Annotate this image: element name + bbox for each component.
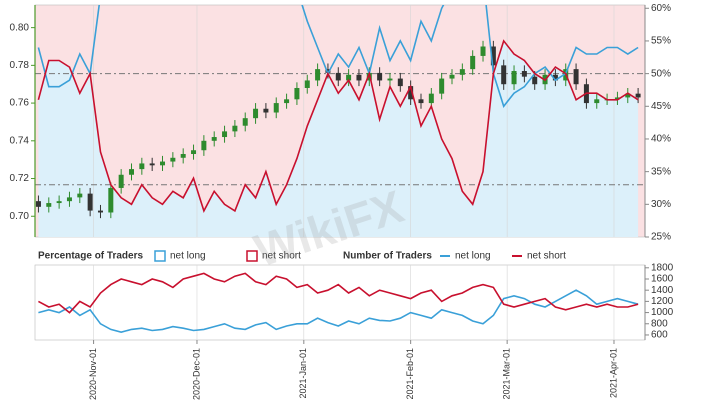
candle-body [408,86,414,100]
y2-tick-label: 1400 [651,285,674,296]
candle-body [594,99,600,104]
candle-body [66,197,72,202]
candle-body [315,69,321,81]
candle-body [77,193,83,198]
candle-body [294,87,300,100]
legend-swatch [154,250,166,262]
candle-body [201,140,207,151]
candle-body [490,46,496,66]
candle-body [532,76,538,85]
candle-body [139,163,145,170]
y-tick-label: 0.74 [10,135,30,146]
top-panel [35,5,645,237]
y-tick-label: 0.70 [10,211,30,222]
candle-body [470,55,476,70]
candle-body [387,78,393,81]
y2-tick-label: 35% [651,166,671,177]
candle-body [439,78,445,94]
y2-tick-label: 1800 [651,262,674,273]
candle-body [191,150,197,155]
candle-body [346,74,352,81]
candle-body [242,118,248,126]
candle-body [160,161,166,166]
axes: 0.70 0.72 0.74 0.76 0.78 0.80 25% 30% 35% 40% 45% 5… [10,3,674,400]
y2-tick-label: 60% [651,3,671,14]
x-tick-label: 2021-Mar-01 [502,348,512,400]
y-tick-label: 0.80 [10,22,30,33]
candle-body [635,93,641,98]
short-area [38,40,639,237]
series-line [37,39,639,213]
y2-tick-label: 45% [651,101,671,112]
y2-tick-label: 30% [651,199,671,210]
candle-body [418,99,424,104]
candle-body [180,154,186,158]
y-tick-label: 0.72 [10,173,30,184]
legend-label: net short [527,251,566,262]
candle-body [87,193,93,211]
x-tick-label: 2020-Nov-01 [88,348,98,400]
candle-body [459,69,465,75]
legend-label: net long [170,251,206,262]
bottom-panel [38,265,639,340]
candle-body [325,69,331,73]
candle-body [356,74,362,81]
candle-body [273,103,279,113]
y2-tick-label: 1200 [651,296,674,307]
y2-tick-label: 55% [651,36,671,47]
legend-title: Percentage of Traders [38,251,143,262]
y2-tick-label: 1000 [651,307,674,318]
candle-body [97,210,103,213]
candle-body [222,131,228,138]
candle-body [397,78,403,87]
candle-body [56,201,62,204]
candle-body [46,203,52,207]
candle-body [521,71,527,77]
candle-body [335,72,341,81]
y2-tick-label: 800 [651,318,668,329]
y-tick-label: 0.76 [10,98,30,109]
candle-body [232,125,238,132]
x-tick-label: 2021-Jan-01 [298,348,308,399]
legend-label: net long [455,251,491,262]
candle-body [552,74,558,81]
candle-body [377,72,383,81]
candle-body [118,174,124,188]
candle-body [263,108,269,113]
candle-body [149,163,155,166]
candle-body [128,169,134,175]
candle-body [35,201,41,207]
candle-body [480,46,486,56]
x-tick-label: 2021-Apr-01 [608,348,618,398]
y2-tick-label: 40% [651,134,671,145]
legend-title: Number of Traders [343,251,432,262]
candle-body [211,137,217,141]
series-line [38,272,639,314]
candle-body [428,93,434,104]
candle-body [108,187,114,213]
y2-tick-label: 600 [651,330,668,341]
candle-body [511,71,517,85]
candle-body [614,97,620,100]
y2-tick-label: 1600 [651,274,674,285]
y2-tick-label: 50% [651,68,671,79]
plot-background [34,264,646,341]
candle-body [284,99,290,104]
candle-body [573,69,579,85]
x-tick-label: 2020-Dec-01 [191,348,201,400]
candle-body [501,65,507,85]
legend-label: net short [262,251,301,262]
series-line [38,289,639,334]
x-tick-label: 2021-Feb-01 [405,348,415,400]
candle-body [625,93,631,98]
series-line [37,5,639,108]
y2-tick-label: 25% [651,232,671,243]
legend-swatch [246,250,258,262]
candle-body [449,74,455,79]
candle-body [253,108,259,119]
candle-body [304,80,310,88]
candle-body [170,157,176,162]
y-tick-label: 0.78 [10,60,30,71]
